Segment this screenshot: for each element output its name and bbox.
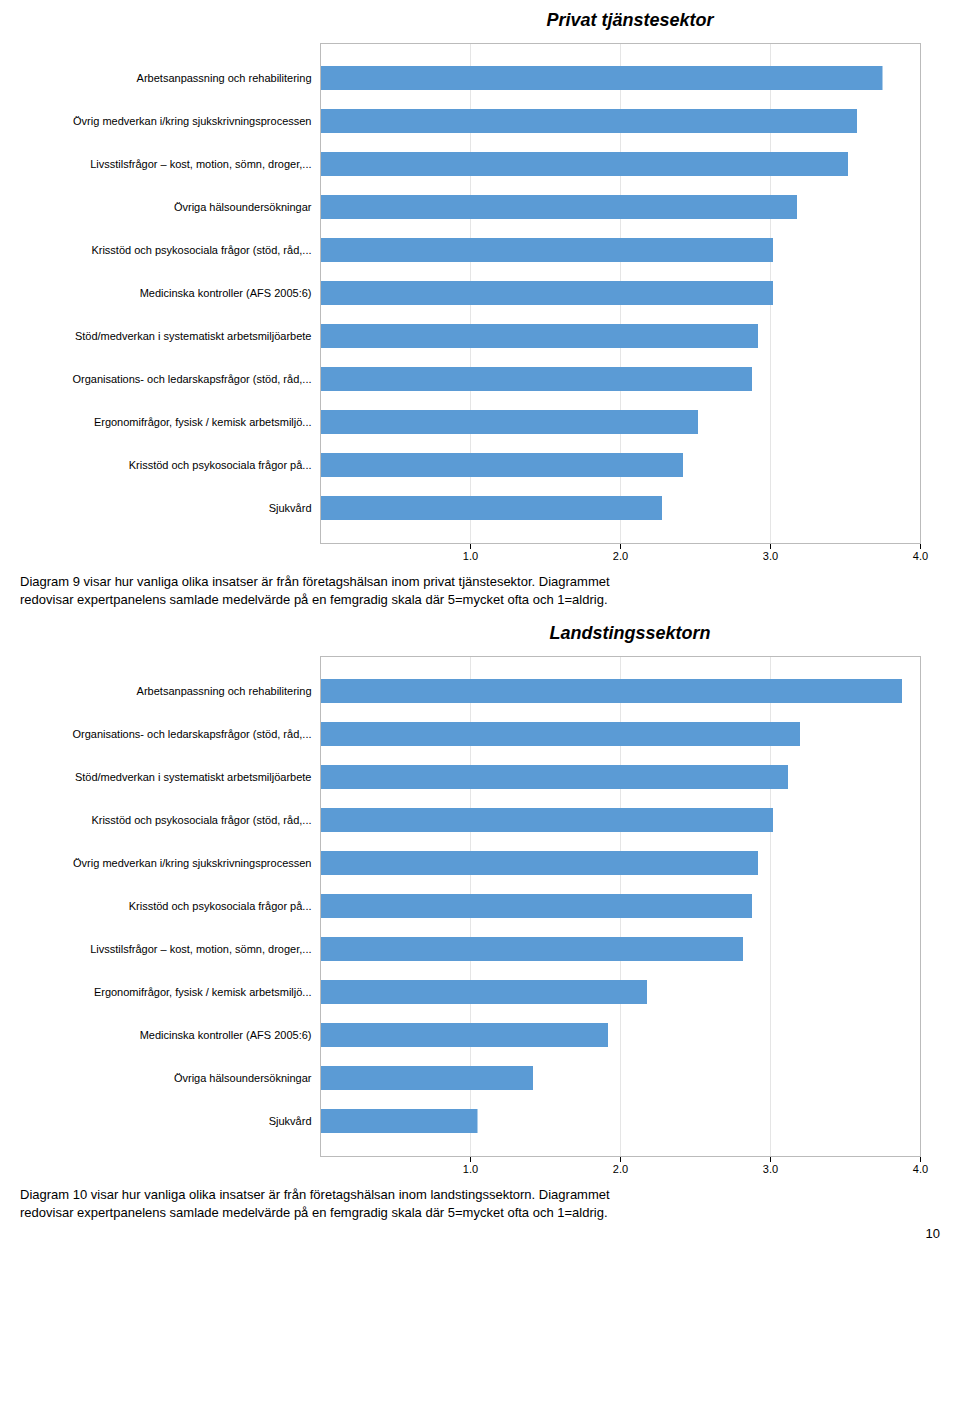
svg-text:Medicinska kontroller (AFS 200: Medicinska kontroller (AFS 2005:6)	[140, 287, 312, 299]
svg-text:Organisations- och ledarskapsf: Organisations- och ledarskapsfrågor (stö…	[72, 728, 311, 740]
svg-text:1.0: 1.0	[463, 1163, 478, 1175]
html-text:redovisar expertpanelens samla: redovisar expertpanelens samlade medelvä…	[20, 592, 608, 607]
html-text:Diagram 9 visar hur vanliga ol: Diagram 9 visar hur vanliga olika insats…	[20, 574, 610, 589]
svg-text:Övrig medverkan i/kring sjuksk: Övrig medverkan i/kring sjukskrivningspr…	[73, 857, 311, 869]
svg-text:Krisstöd och psykosociala fråg: Krisstöd och psykosociala frågor (stöd, …	[91, 244, 311, 256]
svg-text:Krisstöd och psykosociala fråg: Krisstöd och psykosociala frågor på...	[129, 900, 312, 912]
html-text:Privat tjänstesektor: Privat tjänstesektor	[546, 10, 714, 30]
svg-text:Krisstöd och psykosociala fråg: Krisstöd och psykosociala frågor (stöd, …	[91, 814, 311, 826]
html-text:redovisar expertpanelens samla: redovisar expertpanelens samlade medelvä…	[20, 1205, 608, 1220]
svg-text:Medicinska kontroller (AFS 200: Medicinska kontroller (AFS 2005:6)	[140, 1029, 312, 1041]
svg-text:Stöd/medverkan i systematiskt: Stöd/medverkan i systematiskt arbetsmilj…	[75, 330, 312, 342]
html-text:Landstingssektorn: Landstingssektorn	[549, 623, 711, 643]
svg-text:Krisstöd och psykosociala fråg: Krisstöd och psykosociala frågor på...	[129, 459, 312, 471]
svg-text:Ergonomifrågor, fysisk / kemis: Ergonomifrågor, fysisk / kemisk arbetsmi…	[94, 986, 312, 998]
svg-text:Stöd/medverkan i systematiskt: Stöd/medverkan i systematiskt arbetsmilj…	[75, 771, 312, 783]
svg-text:Livsstilsfrågor – kost, motion: Livsstilsfrågor – kost, motion, sömn, dr…	[90, 158, 311, 170]
svg-text:3.0: 3.0	[763, 1163, 778, 1175]
html-text:Diagram 10 visar hur vanliga o: Diagram 10 visar hur vanliga olika insat…	[20, 1187, 610, 1202]
svg-text:4.0: 4.0	[913, 1163, 928, 1175]
svg-text:Arbetsanpassning och rehabilit: Arbetsanpassning och rehabilitering	[137, 72, 312, 84]
svg-text:Arbetsanpassning och rehabilit: Arbetsanpassning och rehabilitering	[137, 685, 312, 697]
svg-text:Livsstilsfrågor – kost, motion: Livsstilsfrågor – kost, motion, sömn, dr…	[90, 943, 311, 955]
svg-text:3.0: 3.0	[763, 550, 778, 562]
svg-text:1.0: 1.0	[463, 550, 478, 562]
svg-text:Ergonomifrågor, fysisk / kemis: Ergonomifrågor, fysisk / kemisk arbetsmi…	[94, 416, 312, 428]
svg-text:Organisations- och ledarskapsf: Organisations- och ledarskapsfrågor (stö…	[72, 373, 311, 385]
svg-text:Sjukvård: Sjukvård	[269, 1115, 312, 1127]
svg-text:4.0: 4.0	[913, 550, 928, 562]
svg-text:2.0: 2.0	[613, 1163, 628, 1175]
svg-text:Sjukvård: Sjukvård	[269, 502, 312, 514]
html-text:10: 10	[925, 1226, 940, 1241]
svg-text:Övriga hälsoundersökningar: Övriga hälsoundersökningar	[174, 1072, 312, 1084]
svg-text:2.0: 2.0	[613, 550, 628, 562]
svg-text:Övrig medverkan i/kring sjuksk: Övrig medverkan i/kring sjukskrivningspr…	[73, 115, 311, 127]
svg-text:Övriga hälsoundersökningar: Övriga hälsoundersökningar	[174, 201, 312, 213]
